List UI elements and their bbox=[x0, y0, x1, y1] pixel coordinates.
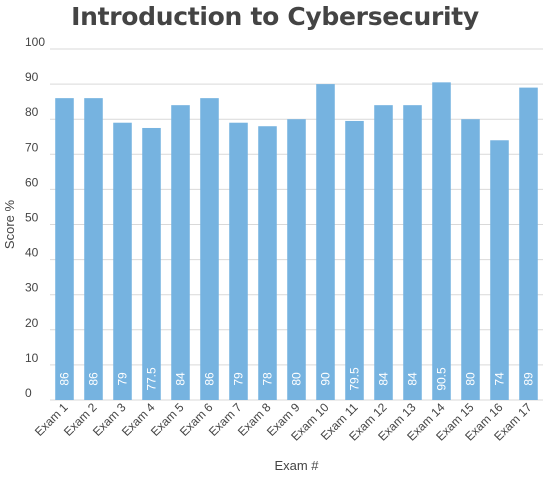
x-axis-label: Exam # bbox=[274, 458, 319, 473]
bar bbox=[113, 122, 132, 401]
bar-value-label: 79.5 bbox=[348, 367, 362, 391]
y-tick-label: 70 bbox=[25, 140, 39, 154]
bar bbox=[432, 82, 451, 400]
bar bbox=[316, 84, 335, 400]
bar bbox=[403, 105, 422, 400]
bar bbox=[490, 140, 509, 400]
bar bbox=[171, 105, 190, 400]
chart-title: Introduction to Cybersecurity bbox=[71, 2, 479, 31]
y-tick-label: 80 bbox=[25, 105, 39, 119]
bar bbox=[345, 120, 364, 400]
y-tick-label: 10 bbox=[25, 351, 39, 365]
bar bbox=[55, 98, 74, 400]
bar bbox=[142, 127, 161, 400]
y-tick-label: 100 bbox=[25, 35, 45, 49]
bar-value-labels: 86 86 79 77.5 84 86 79 78 80 90 79.5 84 84 90.5 80 74 89 bbox=[58, 367, 536, 391]
y-tick-label: 40 bbox=[25, 246, 39, 260]
bar-value-label: 86 bbox=[203, 372, 217, 386]
y-tick-label: 90 bbox=[25, 70, 39, 84]
bar-value-label: 90 bbox=[319, 372, 333, 386]
bar-value-label: 89 bbox=[522, 372, 536, 386]
y-axis-ticks: 0 10 20 30 40 50 60 70 80 90 100 bbox=[25, 35, 45, 400]
y-tick-label: 30 bbox=[25, 281, 39, 295]
bar-value-label: 79 bbox=[232, 372, 246, 386]
bar-value-label: 79 bbox=[116, 372, 130, 386]
bar-value-label: 78 bbox=[261, 372, 275, 386]
bar-value-label: 80 bbox=[464, 372, 478, 386]
bar-value-label: 84 bbox=[406, 372, 420, 386]
bar-value-label: 80 bbox=[290, 372, 304, 386]
bar-value-label: 90.5 bbox=[435, 367, 449, 391]
bar bbox=[519, 87, 538, 401]
bar bbox=[84, 98, 103, 400]
bar bbox=[200, 98, 219, 400]
bar bbox=[258, 126, 277, 400]
bars bbox=[55, 82, 538, 401]
bar bbox=[374, 105, 393, 400]
bar-value-label: 84 bbox=[174, 372, 188, 386]
bar-value-label: 74 bbox=[493, 372, 507, 386]
bar bbox=[287, 119, 306, 400]
y-tick-label: 50 bbox=[25, 211, 39, 225]
bar-value-label: 77.5 bbox=[145, 367, 159, 391]
bar-value-label: 84 bbox=[377, 372, 391, 386]
bar bbox=[229, 122, 248, 401]
bar bbox=[461, 119, 480, 400]
bar-value-label: 86 bbox=[58, 372, 72, 386]
bar-value-label: 86 bbox=[87, 372, 101, 386]
y-tick-label: 20 bbox=[25, 316, 39, 330]
y-axis-label: Score % bbox=[2, 199, 17, 249]
y-tick-label: 60 bbox=[25, 175, 39, 189]
y-tick-label: 0 bbox=[25, 386, 32, 400]
